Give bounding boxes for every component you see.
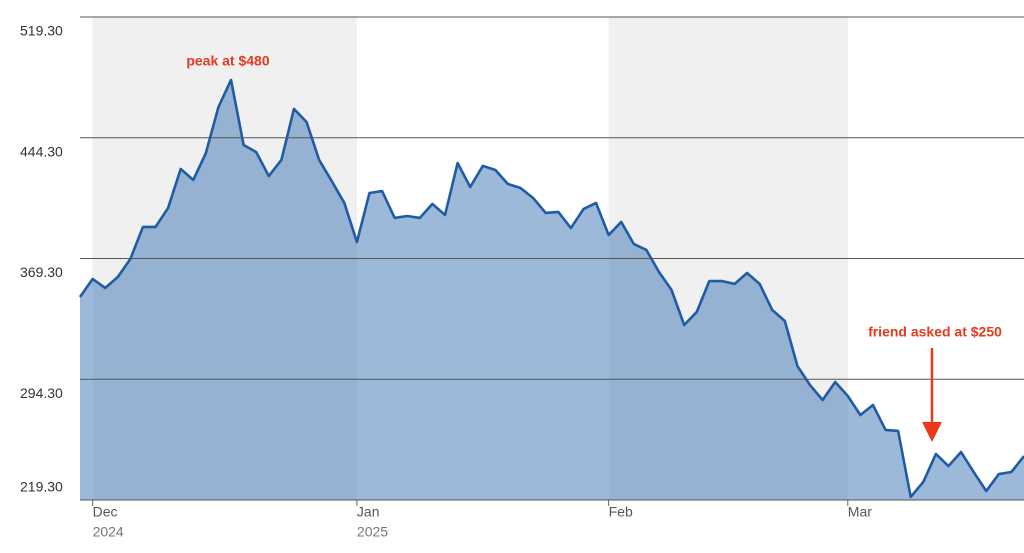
x-tick-year: 2024: [93, 524, 124, 540]
x-tick-label: Jan: [357, 504, 380, 520]
x-tick-label: Dec: [93, 504, 118, 520]
x-tick-label: Feb: [609, 504, 633, 520]
y-tick-label: 519.30: [20, 23, 63, 39]
y-tick-label: 444.30: [20, 143, 63, 159]
area: [80, 79, 1024, 501]
x-tick-label: Mar: [848, 504, 872, 520]
y-tick-label: 219.30: [20, 479, 63, 495]
y-tick-label: 294.30: [20, 385, 63, 401]
line: [78, 78, 1024, 499]
annotation: friend asked at $250: [868, 324, 1002, 340]
y-tick-label: 369.30: [20, 264, 63, 280]
x-tick-year: 2025: [357, 524, 388, 540]
annotation: peak at $480: [186, 53, 269, 69]
